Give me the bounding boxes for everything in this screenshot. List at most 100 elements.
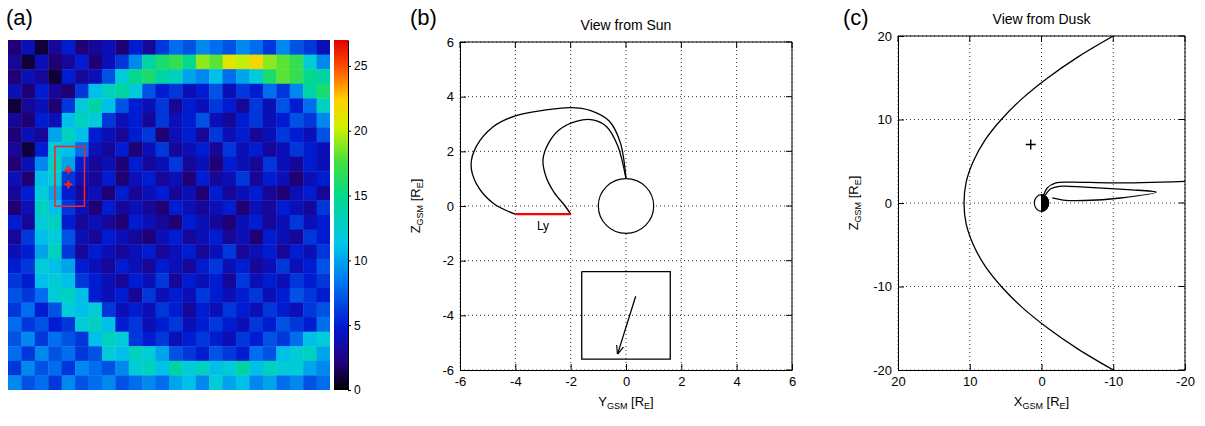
cell	[209, 186, 223, 201]
cell	[102, 157, 116, 172]
cell	[35, 142, 49, 157]
cell	[182, 215, 196, 230]
cell	[129, 113, 143, 128]
cell	[115, 375, 129, 390]
cell	[89, 171, 103, 186]
cell	[236, 84, 250, 99]
cell	[142, 69, 156, 84]
panel-label: (a)	[6, 5, 33, 30]
cell	[196, 40, 210, 55]
cell	[317, 98, 330, 113]
cell	[21, 40, 35, 55]
cell	[223, 303, 237, 318]
y-axis-title: ZGSM [RE]	[846, 176, 863, 231]
cell	[102, 244, 116, 259]
cell	[290, 215, 304, 230]
cell	[250, 361, 264, 376]
cell	[21, 375, 35, 390]
cell	[115, 215, 129, 230]
colorbar-tick-mark	[348, 325, 351, 326]
cell	[129, 69, 143, 84]
cell	[317, 361, 330, 376]
cell	[75, 361, 89, 376]
cell	[35, 171, 49, 186]
cell	[115, 259, 129, 274]
cell	[129, 346, 143, 361]
cell	[115, 40, 129, 55]
cell	[169, 244, 183, 259]
cell	[156, 157, 170, 172]
cell	[209, 215, 223, 230]
x-tick-label: 2	[678, 374, 685, 389]
cell	[250, 186, 264, 201]
cell	[8, 273, 22, 288]
cell	[156, 171, 170, 186]
cell	[223, 259, 237, 274]
cell	[156, 361, 170, 376]
cell	[62, 361, 76, 376]
cell	[129, 128, 143, 143]
cell	[290, 259, 304, 274]
cell	[196, 84, 210, 99]
cell	[21, 303, 35, 318]
cell	[142, 84, 156, 99]
cell	[89, 128, 103, 143]
cell	[35, 55, 49, 70]
cell	[62, 332, 76, 347]
cell	[62, 230, 76, 245]
cell	[102, 98, 116, 113]
cell	[35, 288, 49, 303]
cell	[48, 259, 62, 274]
cell	[317, 171, 330, 186]
x-tick: 2	[678, 364, 685, 389]
cell	[317, 55, 330, 70]
cell	[156, 303, 170, 318]
cell	[317, 346, 330, 361]
cell	[62, 288, 76, 303]
cell	[8, 84, 22, 99]
label-part: Y	[598, 394, 607, 409]
cell	[263, 84, 277, 99]
cell	[276, 332, 290, 347]
cell	[129, 288, 143, 303]
cell	[250, 346, 264, 361]
cell	[263, 288, 277, 303]
cell	[75, 113, 89, 128]
x-axis-line	[461, 370, 793, 371]
x-tick-label: 10	[963, 374, 977, 389]
cell	[317, 40, 330, 55]
cell	[21, 244, 35, 259]
cell	[196, 317, 210, 332]
cell	[21, 317, 35, 332]
cell	[276, 157, 290, 172]
cell	[196, 157, 210, 172]
cell	[303, 230, 317, 245]
cell	[156, 128, 170, 143]
cell	[250, 244, 264, 259]
cell	[35, 113, 49, 128]
cell	[115, 171, 129, 186]
y-tick: -10	[873, 279, 904, 294]
cell	[169, 375, 183, 390]
cell	[115, 69, 129, 84]
cell	[102, 332, 116, 347]
y-axis: -6-4-20246	[442, 35, 466, 378]
y-tick: -6	[442, 363, 466, 378]
y-tick: 0	[447, 199, 466, 214]
cell	[156, 375, 170, 390]
cell	[142, 332, 156, 347]
cell	[48, 361, 62, 376]
cell	[102, 375, 116, 390]
cell	[303, 273, 317, 288]
cell	[48, 317, 62, 332]
cell	[276, 273, 290, 288]
cell	[62, 244, 76, 259]
cell	[35, 361, 49, 376]
cell	[317, 288, 330, 303]
cell	[8, 303, 22, 318]
cell	[48, 84, 62, 99]
cell	[236, 244, 250, 259]
y-tick: -4	[442, 308, 466, 323]
x-tick-label: 20	[891, 374, 905, 389]
cell	[263, 186, 277, 201]
